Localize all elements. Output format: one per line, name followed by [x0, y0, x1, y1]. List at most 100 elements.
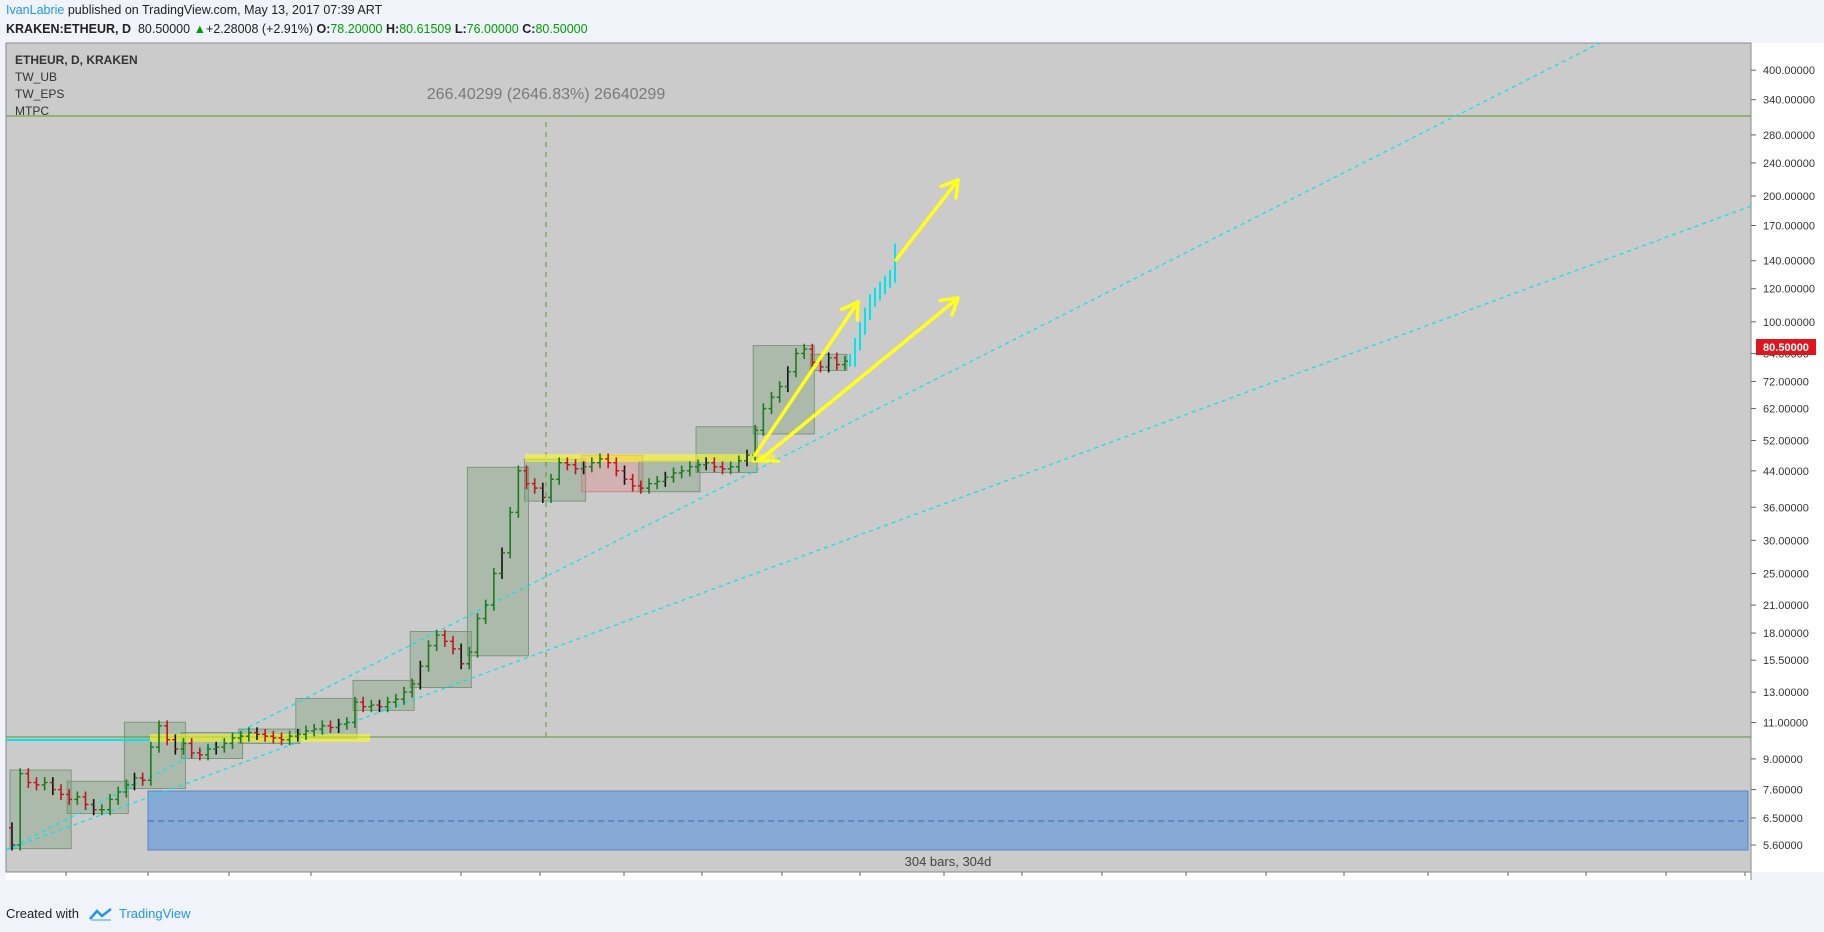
price-bar — [531, 478, 538, 494]
price-bar — [801, 343, 808, 359]
close-label: C: — [522, 22, 536, 36]
y-tick-label: 200.00000 — [1763, 191, 1815, 203]
price-bar — [115, 786, 122, 805]
price-bar — [9, 822, 15, 851]
last-price: 80.50000 — [137, 22, 191, 36]
period-box — [752, 345, 815, 435]
up-arrow-icon: ▲ — [193, 22, 206, 36]
price-bar — [270, 730, 277, 744]
y-tick-label: 400.00000 — [1763, 65, 1815, 77]
price-bar — [245, 727, 252, 742]
price-bar — [629, 473, 636, 492]
price-bar — [744, 449, 750, 467]
price-bar — [335, 718, 342, 734]
price-bar — [254, 727, 260, 740]
price-bar — [735, 455, 742, 473]
price-bar — [441, 629, 448, 647]
price-bar — [343, 717, 350, 730]
price-bar — [768, 391, 775, 415]
price-bar — [164, 720, 171, 746]
change-value: +2.28008 (+2.91%) — [205, 22, 313, 36]
price-bar — [401, 686, 407, 705]
period-box — [409, 631, 472, 689]
created-with-label: Created with — [6, 906, 79, 921]
price-bar — [17, 768, 24, 851]
price-chart[interactable]: 400.00000 340.00000 280.00000 240.00000 200.… — [0, 0, 1824, 880]
high-value: 80.61509 — [399, 22, 452, 36]
price-bar — [686, 461, 693, 477]
y-tick-label: 5.60000 — [1763, 840, 1803, 852]
price-bar — [482, 599, 489, 625]
price-bar — [678, 465, 685, 479]
price-bar — [107, 794, 113, 816]
price-bar — [131, 772, 138, 791]
author-link[interactable]: IvanLabrie — [6, 3, 65, 17]
price-bar — [25, 768, 32, 789]
y-tick-label: 52.00000 — [1763, 436, 1809, 448]
price-bar — [515, 465, 522, 518]
projection-arrow-lower-head — [938, 296, 960, 317]
price-bar — [262, 729, 269, 742]
price-bar — [539, 482, 546, 503]
price-bar — [180, 738, 187, 755]
price-bar — [670, 467, 677, 483]
y-tick-label: 7.60000 — [1763, 785, 1803, 797]
price-bar — [205, 743, 211, 761]
price-bar — [319, 720, 326, 735]
period-box — [695, 426, 758, 473]
price-bar — [450, 635, 456, 655]
y-tick-label: 280.00000 — [1763, 130, 1815, 142]
y-tick-label: 240.00000 — [1763, 158, 1815, 170]
tradingview-link[interactable]: TradingView — [118, 906, 191, 921]
price-bar — [458, 643, 465, 670]
price-bar — [842, 355, 848, 371]
y-tick-label: 72.00000 — [1763, 376, 1809, 388]
high-label: H: — [385, 22, 400, 36]
ohlc-line: KRAKEN:ETHEUR, D 80.50000 ▲+2.28008 (+2.… — [6, 22, 588, 36]
price-bar — [719, 461, 726, 475]
legend-symbol: ETHEUR, D, KRAKEN — [15, 53, 138, 67]
y-tick-label: 25.00000 — [1763, 568, 1809, 580]
projection-arrow-lower[interactable] — [758, 296, 960, 462]
price-bar — [499, 547, 505, 579]
price-bar — [662, 471, 669, 487]
y-tick-label: 100.00000 — [1763, 317, 1815, 329]
price-bar — [90, 799, 97, 816]
y-tick-label: 13.00000 — [1763, 687, 1809, 699]
projection-arrow-upper-head — [939, 178, 960, 200]
price-bar — [213, 741, 220, 755]
y-tick-label: 340.00000 — [1763, 95, 1815, 107]
price-bar — [409, 678, 416, 698]
price-bar — [760, 403, 767, 436]
legend-tw-eps: TW_EPS — [15, 87, 64, 101]
legend-tw-ub: TW_UB — [15, 70, 57, 84]
plot-background — [5, 42, 1752, 873]
price-bar — [352, 696, 358, 728]
projection-arrow-inner[interactable] — [753, 300, 860, 457]
price-bar — [98, 804, 105, 816]
y-tick-label: 21.00000 — [1763, 600, 1809, 612]
price-bar — [621, 465, 628, 485]
price-bar — [613, 457, 620, 477]
price-bar — [58, 784, 64, 800]
period-box — [524, 458, 587, 502]
price-bar — [433, 629, 440, 652]
consolidation-band-jan — [150, 734, 370, 742]
y-tick-label: 140.00000 — [1763, 256, 1815, 268]
price-bar — [360, 696, 367, 713]
trend-ray-lower[interactable] — [5, 205, 1752, 851]
projection-arrow-upper[interactable] — [894, 178, 960, 262]
price-bar — [229, 732, 236, 749]
price-bar — [833, 352, 840, 371]
y-tick-label: 15.50000 — [1763, 655, 1809, 667]
trend-ray-upper[interactable] — [5, 42, 1601, 851]
price-bar — [605, 453, 612, 469]
price-bar — [74, 791, 81, 805]
price-bar — [637, 480, 644, 494]
price-bar — [825, 352, 832, 373]
consolidation-band-apr — [525, 454, 775, 462]
price-axis — [1751, 43, 1824, 872]
price-bar — [711, 457, 718, 473]
price-bar — [188, 738, 195, 759]
price-bar — [221, 738, 228, 753]
